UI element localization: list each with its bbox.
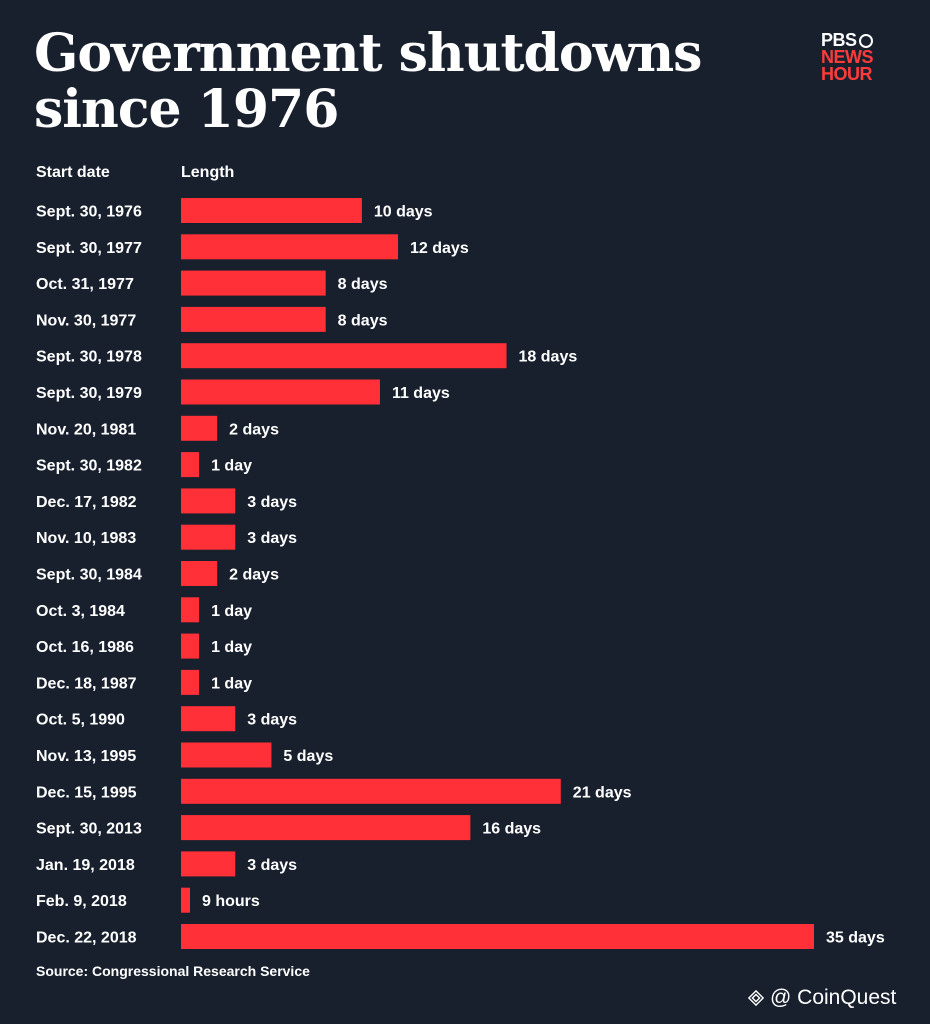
pbs-head-icon [858, 33, 873, 48]
date-label: Nov. 13, 1995 [36, 748, 136, 765]
date-label: Dec. 15, 1995 [36, 784, 137, 801]
shutdown-bar [181, 924, 814, 949]
logo-pbs-text: PBS [821, 30, 857, 50]
chart-title: Government shutdowns since 1976 [34, 26, 734, 138]
bar-value-label: 1 day [211, 675, 252, 692]
bar-value-label: 21 days [573, 784, 632, 801]
shutdown-bar [181, 706, 236, 732]
bar-value-label: 3 days [247, 494, 297, 511]
bar-value-label: 8 days [338, 312, 388, 329]
watermark: @ CoinQuest [748, 986, 896, 1010]
shutdown-bar [181, 669, 200, 695]
date-label: Sept. 30, 1982 [36, 458, 142, 475]
date-label: Sept. 30, 1978 [36, 349, 142, 366]
shutdown-bar [181, 851, 236, 877]
bar-value-label: 2 days [229, 567, 279, 584]
date-label: Oct. 31, 1977 [36, 276, 134, 293]
logo-news-text: NEWS [821, 47, 874, 67]
source-note: Source: Congressional Research Service [36, 963, 310, 979]
date-label: Nov. 10, 1983 [36, 530, 136, 547]
shutdown-bar [181, 633, 200, 659]
date-label: Oct. 16, 1986 [36, 639, 134, 656]
bar-value-label: 35 days [826, 930, 885, 947]
title-line-2: since 1976 [34, 79, 339, 140]
date-label: Oct. 3, 1984 [36, 603, 125, 620]
date-label: Dec. 17, 1982 [36, 494, 137, 511]
logo-hour-text: HOUR [821, 64, 873, 84]
shutdown-bar [181, 270, 326, 296]
bar-value-label: 12 days [410, 240, 469, 257]
date-label: Feb. 9, 2018 [36, 893, 127, 910]
date-label: Sept. 30, 1984 [36, 567, 142, 584]
bar-value-label: 18 days [519, 349, 578, 366]
shutdown-bar [181, 742, 272, 768]
shutdown-bar [181, 524, 236, 550]
shutdown-bar [181, 379, 380, 405]
bar-value-label: 8 days [338, 276, 388, 293]
date-label: Dec. 22, 2018 [36, 930, 137, 947]
date-label: Nov. 30, 1977 [36, 312, 136, 329]
shutdown-bar [181, 488, 236, 514]
column-header-length: Length [181, 164, 235, 181]
date-label: Sept. 30, 1979 [36, 385, 142, 402]
watermark-text: @ CoinQuest [770, 986, 897, 1009]
date-label: Jan. 19, 2018 [36, 857, 135, 874]
bar-value-label: 16 days [482, 821, 541, 838]
bar-value-label: 1 day [211, 639, 252, 656]
bar-value-label: 11 days [392, 385, 450, 402]
bar-value-label: 9 hours [202, 893, 260, 910]
title-line-1: Government shutdowns [34, 23, 702, 84]
shutdown-bar [181, 343, 507, 369]
column-header-start-date: Start date [36, 164, 110, 181]
date-label: Sept. 30, 1977 [36, 240, 142, 257]
shutdown-bar [181, 306, 326, 332]
shutdown-bar [181, 415, 218, 441]
pbs-newshour-logo: PBS NEWS HOUR [821, 30, 891, 84]
shutdown-bar [181, 234, 399, 260]
date-label: Nov. 20, 1981 [36, 421, 136, 438]
bar-value-label: 3 days [247, 712, 297, 729]
bar-value-label: 5 days [283, 748, 333, 765]
bar-value-label: 1 day [211, 458, 252, 475]
date-label: Sept. 30, 1976 [36, 204, 142, 221]
bar-value-label: 1 day [211, 603, 252, 620]
shutdown-bar [181, 887, 190, 913]
shutdown-bar [181, 597, 200, 623]
bar-value-label: 3 days [247, 530, 297, 547]
shutdown-bar [181, 452, 200, 478]
bar-value-label: 2 days [229, 421, 279, 438]
shutdown-bar [181, 778, 561, 804]
shutdown-bar [181, 561, 218, 586]
bar-value-label: 10 days [374, 204, 433, 221]
date-label: Oct. 5, 1990 [36, 712, 125, 729]
bar-value-label: 3 days [247, 857, 297, 874]
shutdown-bar [181, 198, 362, 223]
date-label: Sept. 30, 2013 [36, 821, 142, 838]
shutdown-bar [181, 815, 471, 841]
date-label: Dec. 18, 1987 [36, 675, 137, 692]
diamond-logo-icon [748, 990, 764, 1006]
